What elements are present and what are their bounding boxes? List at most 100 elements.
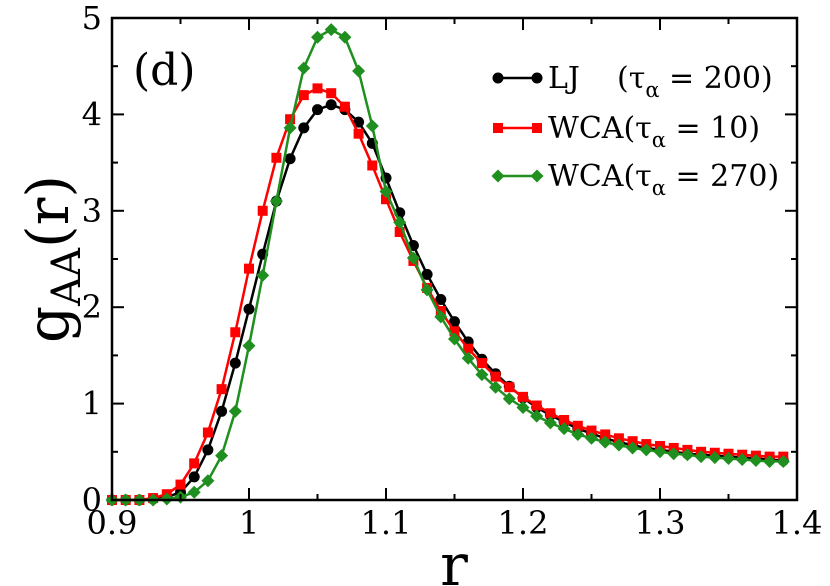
data-point: [269, 194, 283, 208]
data-point: [202, 427, 213, 438]
data-point: [502, 392, 516, 406]
data-point: [189, 458, 200, 469]
data-point: [598, 435, 612, 449]
data-point: [312, 104, 323, 116]
series-2: [105, 23, 790, 507]
data-point: [326, 88, 337, 99]
data-point: [257, 205, 268, 216]
data-point: [722, 452, 735, 466]
data-point: [475, 368, 489, 382]
legend-label: WCA(τα = 10): [548, 111, 760, 152]
y-tick-label: 1: [82, 385, 102, 423]
x-tick-label: 1: [239, 504, 259, 542]
data-point: [518, 391, 528, 402]
data-point: [230, 327, 241, 338]
data-point: [463, 343, 474, 354]
data-point: [489, 380, 503, 394]
data-point: [365, 119, 379, 133]
data-point: [381, 194, 391, 205]
data-point: [367, 160, 378, 171]
y-axis-title-sub: AA: [44, 247, 90, 307]
data-point: [187, 485, 201, 499]
data-point: [557, 422, 571, 436]
data-point: [339, 101, 350, 112]
data-point: [311, 30, 324, 44]
data-point: [216, 405, 228, 417]
data-point: [749, 453, 763, 467]
data-point: [202, 444, 214, 456]
data-point: [461, 351, 475, 365]
data-point: [283, 121, 297, 135]
data-point: [694, 450, 708, 464]
data-point: [639, 443, 653, 457]
legend-marker: [491, 169, 505, 183]
y-tick-label: 0: [82, 481, 102, 519]
data-point: [571, 427, 585, 441]
data-point: [531, 400, 542, 411]
data-point: [543, 416, 557, 430]
legend: LJ (τα = 200) WCA(τα = 10) WCA(τα = 270): [491, 61, 779, 200]
data-point: [490, 371, 501, 382]
y-tick-label: 2: [82, 288, 102, 326]
y-axis-title: gAA(r): [14, 175, 90, 343]
data-point: [353, 128, 364, 139]
data-point: [324, 23, 338, 37]
data-point: [271, 152, 282, 163]
data-point: [421, 268, 433, 280]
data-point: [600, 429, 611, 440]
data-point: [545, 408, 556, 419]
data-point: [338, 30, 352, 44]
data-point: [297, 61, 311, 75]
data-point: [298, 90, 309, 101]
data-point: [284, 153, 296, 165]
data-point: [353, 116, 365, 128]
data-point: [708, 451, 722, 465]
data-point: [627, 436, 638, 447]
legend-label: LJ (τα = 200): [548, 61, 773, 102]
data-point: [448, 332, 461, 346]
legend-label: WCA(τα = 270): [548, 159, 779, 200]
legend-item-1: WCA(τα = 10): [493, 111, 760, 152]
data-point: [613, 433, 624, 444]
data-point: [449, 316, 460, 328]
data-point: [325, 99, 337, 111]
data-point: [559, 414, 570, 425]
data-point: [680, 448, 694, 462]
data-point: [476, 358, 487, 369]
data-point: [586, 425, 597, 436]
data-point: [228, 404, 242, 418]
panel-label: (d): [133, 45, 196, 96]
legend-marker: [530, 169, 544, 183]
data-point: [215, 449, 229, 463]
data-point: [516, 400, 530, 414]
data-point: [229, 357, 241, 369]
data-point: [420, 283, 434, 297]
data-point: [394, 227, 405, 238]
data-point: [434, 310, 448, 324]
data-point: [612, 438, 626, 452]
data-point: [530, 409, 544, 423]
legend-marker: [493, 123, 503, 133]
data-point: [242, 339, 256, 353]
data-point: [312, 83, 323, 94]
data-point: [188, 471, 200, 483]
series-1: [107, 83, 789, 505]
y-axis-title-main: g: [14, 306, 82, 343]
y-tick-label: 3: [82, 192, 102, 230]
y-tick-label: 4: [82, 95, 102, 133]
data-point: [175, 479, 186, 490]
x-tick-label: 1.4: [772, 504, 823, 542]
data-point: [653, 445, 667, 459]
legend-marker: [531, 72, 543, 84]
x-tick-label: 1.3: [635, 504, 686, 542]
legend-marker: [492, 72, 504, 84]
data-point: [572, 420, 583, 431]
data-point: [243, 303, 255, 315]
data-point: [201, 474, 215, 488]
data-point: [626, 441, 640, 455]
legend-item-2: WCA(τα = 270): [491, 159, 779, 200]
data-point: [393, 215, 407, 229]
data-point: [435, 293, 447, 305]
data-point: [667, 447, 681, 461]
data-point: [763, 454, 777, 468]
